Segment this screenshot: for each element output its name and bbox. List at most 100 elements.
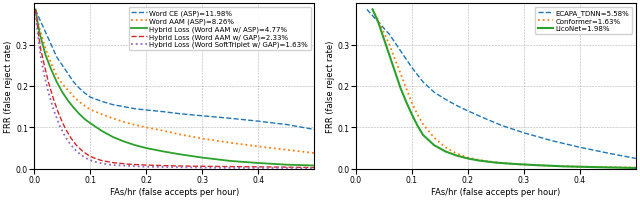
Hybrid Loss (Word SoftTriplet w/ GAP)=1.63%: [143, 166, 150, 168]
Hybrid Loss (Word AAM w/ GAP)=2.33%: [56, 115, 63, 117]
Word CE (ASP)=11.98%: [58, 65, 66, 67]
Hybrid Loss (Word AAM w/ ASP)=4.77%: [76, 113, 83, 115]
LicoNet=1.98%: [391, 71, 399, 73]
Conformer=1.63%: [632, 167, 639, 169]
Hybrid Loss (Word AAM w/ ASP)=4.77%: [31, 9, 39, 12]
Word CE (ASP)=11.98%: [159, 111, 167, 113]
LicoNet=1.98%: [531, 164, 539, 166]
Hybrid Loss (Word SoftTriplet w/ GAP)=1.63%: [56, 124, 63, 127]
LicoNet=1.98%: [464, 157, 472, 160]
ECAPA_TDNN=5.58%: [520, 132, 527, 134]
ECAPA_TDNN=5.58%: [391, 42, 399, 44]
Hybrid Loss (Word AAM w/ ASP)=4.77%: [70, 107, 77, 109]
Word CE (ASP)=11.98%: [227, 117, 234, 120]
Hybrid Loss (Word AAM w/ ASP)=4.77%: [255, 162, 262, 164]
Hybrid Loss (Word AAM w/ GAP)=2.33%: [143, 164, 150, 166]
Conformer=1.63%: [520, 164, 527, 166]
Conformer=1.63%: [385, 44, 393, 47]
Hybrid Loss (Word AAM w/ GAP)=2.33%: [84, 154, 92, 156]
Word AAM (ASP)=8.26%: [42, 48, 49, 51]
Hybrid Loss (Word AAM w/ ASP)=4.77%: [98, 130, 106, 132]
Hybrid Loss (Word SoftTriplet w/ GAP)=1.63%: [198, 167, 206, 169]
Word AAM (ASP)=8.26%: [176, 134, 184, 136]
Word CE (ASP)=11.98%: [64, 73, 72, 75]
ECAPA_TDNN=5.58%: [452, 105, 460, 107]
ECAPA_TDNN=5.58%: [632, 157, 639, 160]
ECAPA_TDNN=5.58%: [576, 146, 584, 149]
Hybrid Loss (Word AAM w/ ASP)=4.77%: [159, 150, 167, 153]
LicoNet=1.98%: [408, 113, 415, 116]
Hybrid Loss (Word SoftTriplet w/ GAP)=1.63%: [61, 136, 69, 138]
Word AAM (ASP)=8.26%: [58, 83, 66, 86]
Word AAM (ASP)=8.26%: [109, 117, 116, 120]
Hybrid Loss (Word AAM w/ GAP)=2.33%: [170, 165, 178, 167]
Hybrid Loss (Word SoftTriplet w/ GAP)=1.63%: [50, 110, 58, 112]
Word CE (ASP)=11.98%: [36, 19, 44, 22]
Conformer=1.63%: [442, 146, 449, 149]
Word AAM (ASP)=8.26%: [159, 130, 167, 132]
Hybrid Loss (Word AAM w/ GAP)=2.33%: [109, 162, 116, 164]
Conformer=1.63%: [576, 166, 584, 168]
ECAPA_TDNN=5.58%: [385, 34, 393, 36]
Line: Word AAM (ASP)=8.26%: Word AAM (ASP)=8.26%: [35, 10, 314, 153]
Hybrid Loss (Word AAM w/ GAP)=2.33%: [283, 166, 291, 169]
Word AAM (ASP)=8.26%: [36, 30, 44, 32]
LicoNet=1.98%: [452, 155, 460, 157]
Hybrid Loss (Word SoftTriplet w/ GAP)=1.63%: [31, 13, 39, 16]
Hybrid Loss (Word AAM w/ GAP)=2.33%: [40, 65, 48, 67]
LicoNet=1.98%: [380, 38, 388, 40]
Hybrid Loss (Word AAM w/ GAP)=2.33%: [45, 81, 52, 84]
Conformer=1.63%: [452, 153, 460, 155]
Hybrid Loss (Word AAM w/ ASP)=4.77%: [58, 92, 66, 94]
Line: Word CE (ASP)=11.98%: Word CE (ASP)=11.98%: [35, 10, 314, 130]
ECAPA_TDNN=5.58%: [497, 124, 505, 127]
Hybrid Loss (Word AAM w/ GAP)=2.33%: [98, 160, 106, 162]
Word CE (ASP)=11.98%: [76, 87, 83, 90]
Hybrid Loss (Word SoftTriplet w/ GAP)=1.63%: [98, 162, 106, 165]
Hybrid Loss (Word AAM w/ ASP)=4.77%: [109, 136, 116, 138]
Hybrid Loss (Word AAM w/ GAP)=2.33%: [310, 167, 318, 169]
Conformer=1.63%: [481, 160, 488, 162]
Hybrid Loss (Word AAM w/ ASP)=4.77%: [227, 160, 234, 162]
Word AAM (ASP)=8.26%: [76, 101, 83, 103]
Word AAM (ASP)=8.26%: [98, 113, 106, 116]
Y-axis label: FRR (false reject rate): FRR (false reject rate): [4, 41, 13, 133]
Hybrid Loss (Word AAM w/ GAP)=2.33%: [78, 150, 86, 152]
Legend: ECAPA_TDNN=5.58%, Conformer=1.63%, LicoNet=1.98%: ECAPA_TDNN=5.58%, Conformer=1.63%, LicoN…: [535, 8, 632, 35]
Legend: Word CE (ASP)=11.98%, Word AAM (ASP)=8.26%, Hybrid Loss (Word AAM w/ ASP)=4.77%,: Word CE (ASP)=11.98%, Word AAM (ASP)=8.2…: [129, 8, 311, 51]
Hybrid Loss (Word AAM w/ ASP)=4.77%: [36, 34, 44, 36]
LicoNet=1.98%: [475, 160, 483, 162]
Hybrid Loss (Word SoftTriplet w/ GAP)=1.63%: [33, 28, 41, 30]
ECAPA_TDNN=5.58%: [430, 92, 438, 94]
Word CE (ASP)=11.98%: [53, 57, 61, 59]
Y-axis label: FRR (false reject rate): FRR (false reject rate): [326, 41, 335, 133]
Conformer=1.63%: [397, 73, 404, 75]
Hybrid Loss (Word AAM w/ ASP)=4.77%: [310, 164, 318, 167]
Line: Hybrid Loss (Word AAM w/ ASP)=4.77%: Hybrid Loss (Word AAM w/ ASP)=4.77%: [35, 10, 314, 166]
Word CE (ASP)=11.98%: [42, 32, 49, 34]
Hybrid Loss (Word AAM w/ GAP)=2.33%: [90, 157, 97, 159]
ECAPA_TDNN=5.58%: [363, 9, 371, 12]
Word CE (ASP)=11.98%: [120, 106, 128, 108]
ECAPA_TDNN=5.58%: [604, 152, 612, 155]
Conformer=1.63%: [548, 165, 556, 167]
ECAPA_TDNN=5.58%: [380, 28, 388, 30]
Hybrid Loss (Word SoftTriplet w/ GAP)=1.63%: [84, 158, 92, 160]
Word AAM (ASP)=8.26%: [86, 109, 94, 111]
Hybrid Loss (Word SoftTriplet w/ GAP)=1.63%: [170, 166, 178, 169]
ECAPA_TDNN=5.58%: [548, 140, 556, 142]
LicoNet=1.98%: [397, 87, 404, 90]
Conformer=1.63%: [380, 32, 388, 34]
Conformer=1.63%: [391, 59, 399, 61]
Hybrid Loss (Word SoftTriplet w/ GAP)=1.63%: [243, 167, 251, 169]
X-axis label: FAs/hr (false accepts per hour): FAs/hr (false accepts per hour): [109, 187, 239, 196]
Word CE (ASP)=11.98%: [86, 96, 94, 99]
Conformer=1.63%: [430, 137, 438, 139]
Word AAM (ASP)=8.26%: [47, 63, 55, 65]
Hybrid Loss (Word AAM w/ ASP)=4.77%: [33, 19, 41, 22]
Word CE (ASP)=11.98%: [47, 44, 55, 47]
Word AAM (ASP)=8.26%: [64, 89, 72, 92]
Word AAM (ASP)=8.26%: [53, 75, 61, 77]
ECAPA_TDNN=5.58%: [419, 81, 427, 84]
Hybrid Loss (Word SoftTriplet w/ GAP)=1.63%: [78, 155, 86, 157]
